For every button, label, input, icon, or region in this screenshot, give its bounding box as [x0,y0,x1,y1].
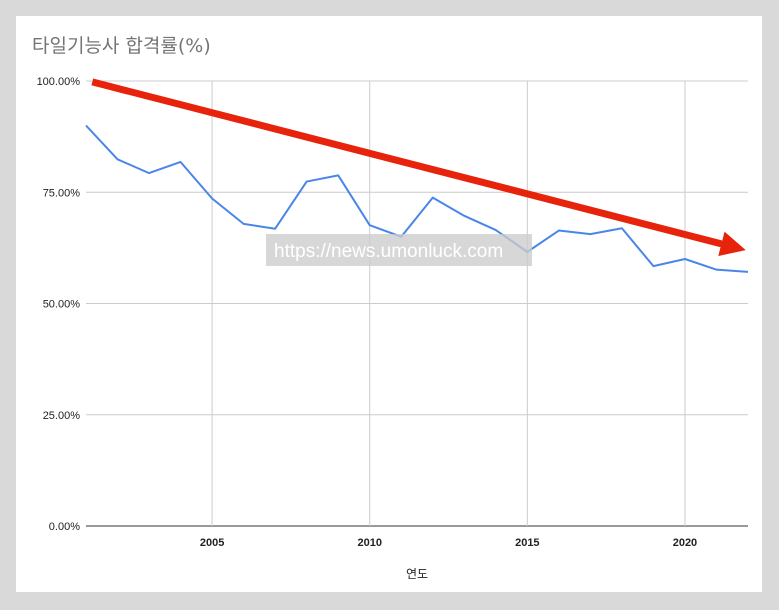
x-tick-label: 2005 [200,537,224,549]
y-tick-label: 50.00% [43,299,81,311]
y-tick-label: 0.00% [49,521,80,533]
watermark-box [266,234,532,266]
line-chart: 타일기능사 합격률(%) 0.00% 25.00% 50.00% 75.00% 100.… [32,35,749,581]
x-axis-label: 연도 [406,567,428,581]
trend-arrow [91,78,746,257]
chart-card: 타일기능사 합격률(%) 0.00% 25.00% 50.00% 75.00% 100.… [16,16,762,592]
y-tick-label: 25.00% [43,410,81,422]
watermark-text: https://news.umonluck.com [274,241,503,262]
chart-title: 타일기능사 합격률(%) [32,35,211,57]
trend-annotation [91,78,746,257]
y-tick-label: 75.00% [43,187,81,199]
x-tick-label: 2015 [515,537,539,549]
y-axis-ticks: 0.00% 25.00% 50.00% 75.00% 100.00% [37,76,81,533]
series-line [85,124,749,273]
x-tick-label: 2020 [673,537,697,549]
x-tick-label: 2010 [357,537,381,549]
watermark: https://news.umonluck.com [266,234,532,266]
x-axis-ticks: 2005 2010 2015 2020 [200,537,697,549]
y-tick-label: 100.00% [37,76,81,88]
series-lines [85,124,749,273]
gridlines [86,80,748,527]
